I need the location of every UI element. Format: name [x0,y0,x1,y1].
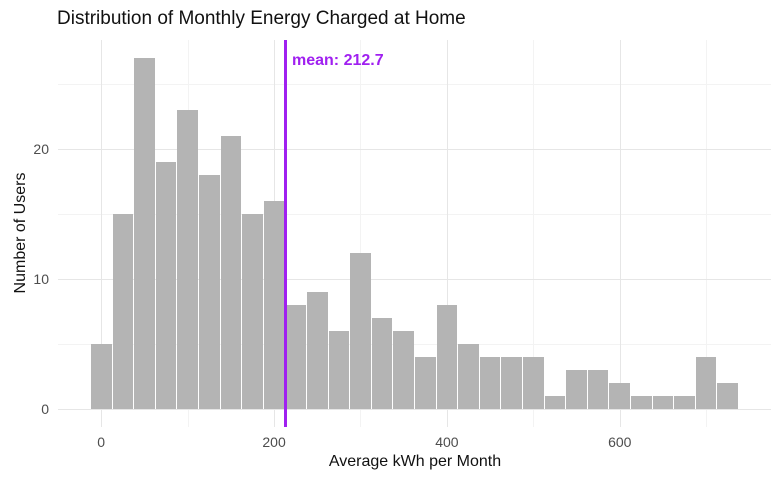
y-major-gridline [58,148,771,150]
histogram-bar [393,331,414,410]
x-minor-gridline [706,40,708,427]
histogram-bar [177,109,198,410]
histogram-bar [566,370,587,410]
histogram-bar [371,318,393,410]
histogram-bar [350,253,371,410]
histogram-bar [220,135,242,410]
histogram-bar [501,357,523,410]
histogram-bar [523,357,544,410]
histogram-bar [587,370,609,410]
mean-line [283,40,287,427]
y-minor-gridline [58,83,771,85]
histogram-bar [609,383,631,410]
histogram-bar [652,396,674,410]
histogram-bar [112,213,134,410]
plot-panel [58,40,771,427]
histogram-bar [134,57,155,410]
histogram-bar [263,200,285,410]
y-major-gridline [58,409,771,411]
histogram-bar [479,357,501,410]
y-tick-label: 0 [41,401,49,418]
histogram-bar [415,357,436,410]
x-axis-title: Average kWh per Month [328,453,502,470]
x-tick-label: 400 [435,434,459,450]
histogram-bar [695,357,717,410]
x-minor-gridline [360,40,362,427]
histogram-bar [458,344,479,410]
histogram-bar [198,174,220,410]
x-tick-label: 200 [262,434,286,450]
mean-annotation: mean: 212.7 [292,52,384,69]
histogram-bar [717,383,739,410]
histogram-bar [328,331,350,410]
y-tick-label: 20 [33,140,49,157]
x-major-gridline [619,40,621,427]
histogram-bar [674,396,695,410]
y-major-gridline [58,279,771,281]
x-minor-gridline [533,40,535,427]
x-major-gridline [101,40,103,427]
histogram-bar [242,213,263,410]
x-major-gridline [446,40,448,427]
y-minor-gridline [58,213,771,215]
histogram-bar [306,292,328,410]
chart-title: Distribution of Monthly Energy Charged a… [57,8,466,29]
histogram-bar [544,396,566,410]
x-tick-label: 0 [97,434,106,450]
histogram-bar [90,344,112,410]
histogram-bar [631,396,652,410]
histogram-bar [155,161,177,410]
y-tick-label: 10 [33,271,49,288]
x-tick-label: 600 [608,434,632,450]
histogram-bar [285,305,306,410]
histogram-bar [436,305,458,410]
y-minor-gridline [58,344,771,346]
